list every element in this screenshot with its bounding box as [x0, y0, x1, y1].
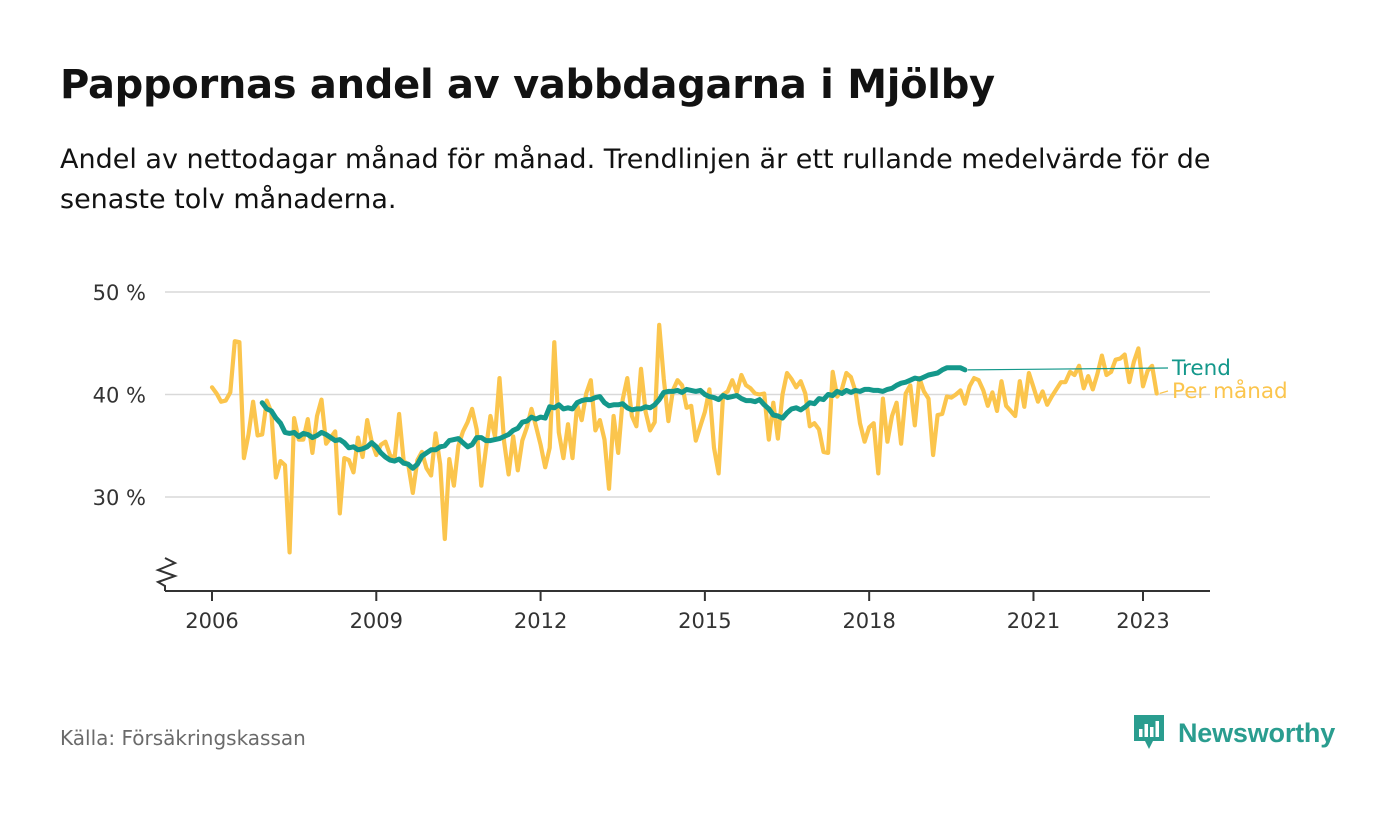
- brand-logo: Newsworthy: [1132, 712, 1335, 754]
- series-lines: [209, 322, 1159, 555]
- x-tick-label: 2015: [678, 609, 731, 633]
- brand-name: Newsworthy: [1178, 717, 1336, 748]
- y-tick-label: 50 %: [93, 281, 146, 305]
- x-axis-labels: 2006 2009 2012 2015 2018 2021 2023: [185, 609, 1169, 633]
- monthly-line: [209, 322, 1159, 555]
- x-tick-label: 2012: [514, 609, 567, 633]
- x-tick-label: 2023: [1116, 609, 1169, 633]
- series-label-connector: [968, 367, 1169, 371]
- x-axis: [155, 557, 1210, 601]
- axis-break-icon: [155, 557, 179, 591]
- chart-subtitle: Andel av nettodagar månad för månad. Tre…: [60, 144, 1211, 215]
- x-tick-label: 2006: [185, 609, 238, 633]
- chart-title: Pappornas andel av vabbdagarna i Mjölby: [60, 62, 995, 108]
- series-label-connector: [1159, 390, 1169, 395]
- y-axis-labels: 30 % 40 % 50 %: [93, 281, 146, 510]
- x-tick-label: 2021: [1007, 609, 1060, 633]
- y-tick-label: 30 %: [93, 486, 146, 510]
- monthly-series-label: Per månad: [1172, 378, 1288, 404]
- y-tick-label: 40 %: [93, 384, 146, 408]
- trend-line: [259, 365, 968, 471]
- trend-series-label: Trend: [1171, 356, 1231, 381]
- line-chart: 30 % 40 % 50 % 2006 2009 2012 2015 2018 2021 202…: [93, 281, 1288, 633]
- x-tick-label: 2018: [842, 609, 895, 633]
- newsworthy-logo-icon: [1134, 715, 1164, 749]
- x-tick-label: 2009: [350, 609, 403, 633]
- source-note: Källa: Försäkringskassan: [60, 726, 306, 750]
